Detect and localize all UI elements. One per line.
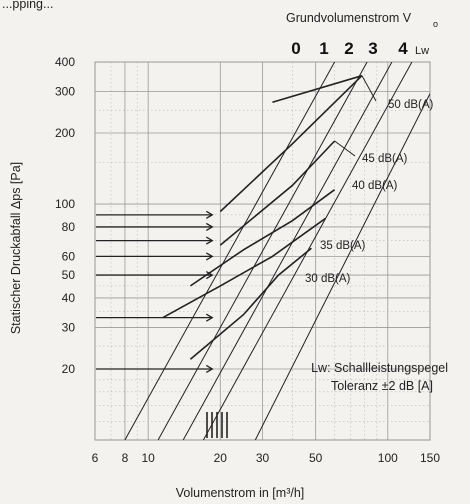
chart-title-subscript: o [433, 19, 438, 29]
series-label: 50 dB(A) [388, 99, 434, 111]
series-label: 40 dB(A) [352, 180, 398, 192]
arrow-head [205, 222, 214, 231]
curves [162, 74, 377, 360]
x-tick-label: 150 [420, 451, 440, 465]
x-tick-label: 20 [214, 451, 228, 465]
y-tick-label: 80 [62, 220, 76, 234]
y-tick-label: 200 [55, 126, 75, 140]
x-tick-label: 10 [141, 451, 155, 465]
y-tick-label: 300 [55, 84, 75, 98]
curve-45dba [219, 140, 336, 246]
y-tick-label: 60 [62, 249, 76, 263]
curve-50dba-top [272, 74, 363, 104]
arrow-head [205, 271, 214, 280]
x-tick-label: 8 [122, 451, 129, 465]
x-tick-label: 100 [378, 451, 398, 465]
label-hook [334, 140, 356, 157]
curve-30dba [189, 247, 312, 360]
x-tick-label: 30 [256, 451, 270, 465]
lw-line-0 [124, 62, 336, 440]
lw-scale-label: 2 [344, 39, 353, 58]
y-tick-label: 40 [62, 291, 76, 305]
lw-scale-unit: Lw [415, 45, 429, 57]
label-hook [361, 75, 377, 102]
arrow-head [205, 252, 214, 261]
x-tick-label: 6 [92, 451, 99, 465]
curve-40dba [189, 189, 336, 287]
annotation-line-1: Lw: Schallleistungspegel [311, 361, 448, 375]
annotation-line-2: Toleranz ±2 dB [A] [331, 379, 433, 393]
y-tick-label: 100 [55, 197, 75, 211]
y-tick-label: 20 [62, 362, 76, 376]
y-tick-label: 400 [55, 55, 75, 69]
arrow-head [205, 236, 214, 245]
y-tick-label: 30 [62, 320, 76, 334]
y-axis-label: Statischer Druckabfall Δps [Pa] [9, 162, 23, 334]
header-fragment: ...pping... [2, 0, 53, 11]
arrow-head [205, 313, 214, 322]
x-tick-label: 50 [309, 451, 323, 465]
lw-scale-label: 3 [368, 39, 377, 58]
x-axis-label: Volumenstrom in [m³/h] [176, 486, 305, 500]
lw-line-4 [254, 92, 430, 440]
series-label: 35 dB(A) [320, 240, 366, 252]
lw-scale-label: 0 [291, 39, 300, 58]
curve-35dba [162, 217, 327, 319]
lw-line-1 [157, 62, 368, 440]
y-tick-label: 50 [62, 268, 76, 282]
lw-line-2 [182, 62, 393, 440]
arrow-head [205, 210, 214, 219]
series-label: 30 dB(A) [305, 273, 351, 285]
lw-scale-label: 1 [319, 39, 328, 58]
arrows [96, 210, 228, 438]
chart-title: Grundvolumenstrom V [286, 11, 412, 25]
grid [94, 61, 431, 441]
curve-50dba [219, 75, 363, 213]
arrow-head [205, 364, 214, 374]
series-label: 45 dB(A) [362, 153, 408, 165]
lw-scale-label: 4 [398, 39, 408, 58]
